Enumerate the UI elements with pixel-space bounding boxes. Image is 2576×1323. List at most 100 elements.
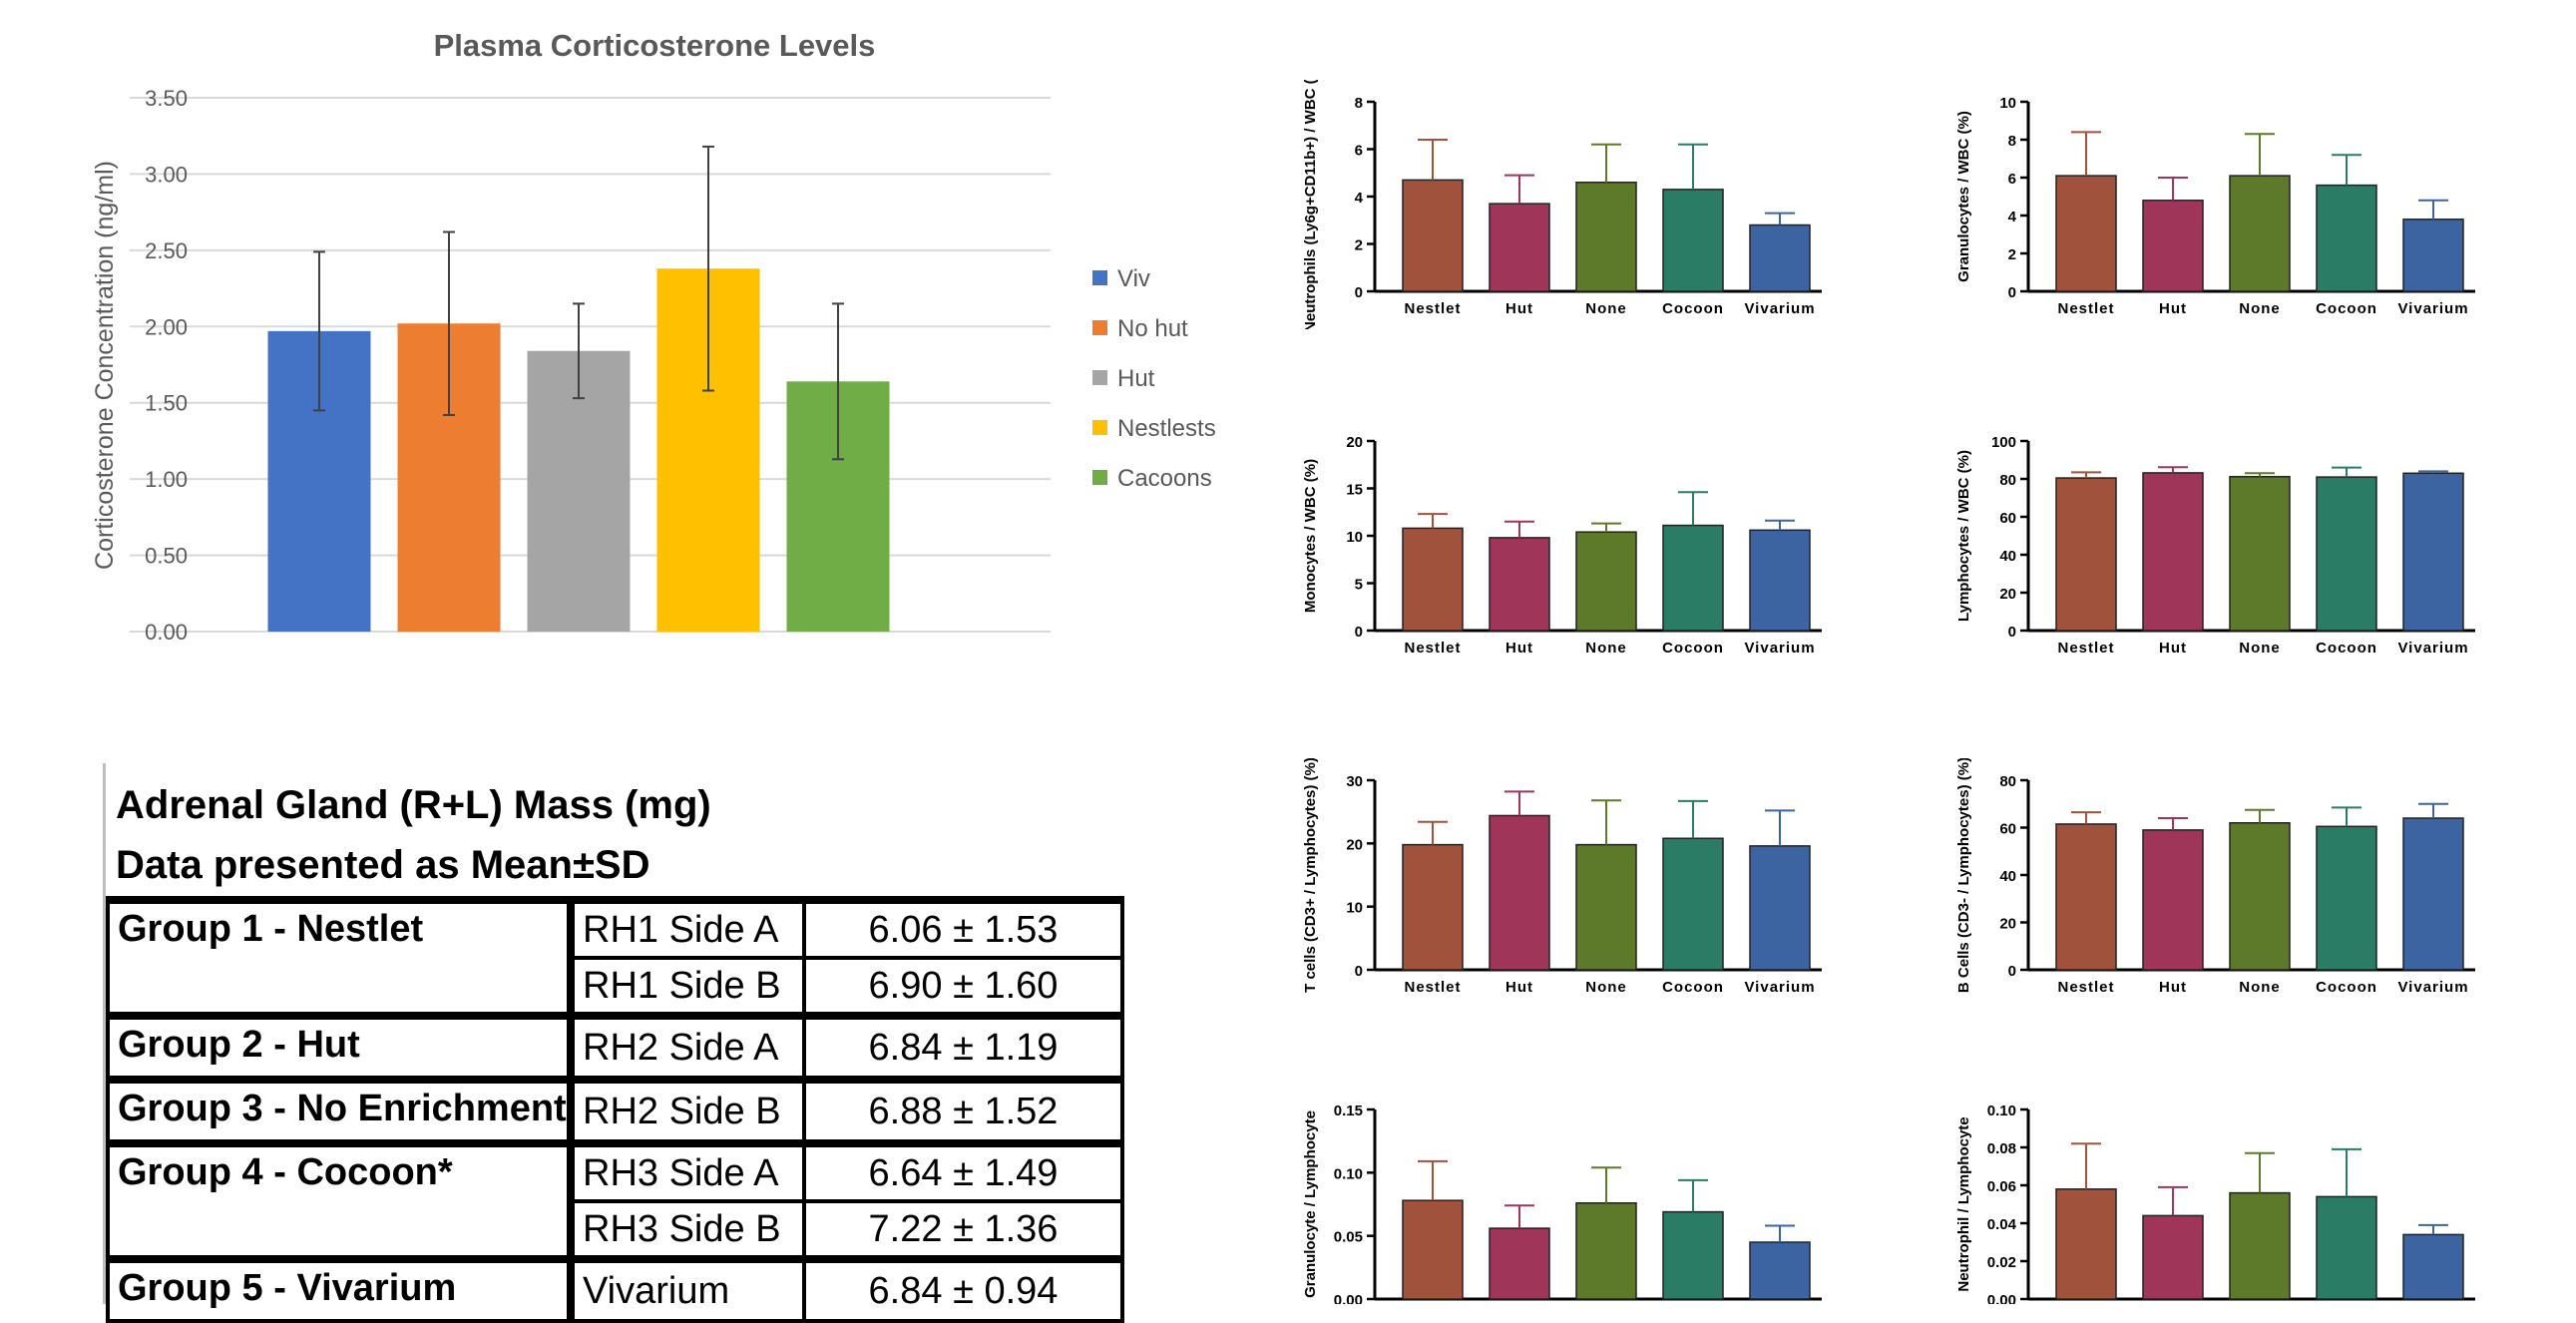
x-tick-label: Hut — [2159, 300, 2187, 317]
x-tick-label: Hut — [1505, 640, 1533, 657]
bar — [1402, 179, 1464, 292]
y-tick-label: 8 — [1355, 95, 1363, 112]
legend-swatch — [1092, 420, 1107, 435]
bar — [2316, 1195, 2377, 1300]
y-tick-label: 0.08 — [1987, 1140, 2016, 1157]
side-cell: Vivarium — [567, 1255, 806, 1323]
y-axis-label: Granulocytes / WBC (%) — [1955, 111, 1972, 282]
value-cell: 6.64 ± 1.49 — [802, 1139, 1124, 1203]
x-tick-label: Vivarium — [2397, 300, 2468, 317]
legend-label: No hut — [1117, 315, 1188, 342]
y-tick-label: 0.02 — [1987, 1254, 2016, 1271]
y-tick-label: 0.06 — [1987, 1178, 2016, 1195]
neutrophils-wbc-chart: 0 2 4 6 8 Neutrophils (Ly6g+CD11b+) / WBC (%)… — [1302, 80, 1822, 329]
y-tick-label: 0.00 — [145, 620, 188, 645]
y-tick-label: 10 — [1999, 95, 2016, 112]
x-tick-label: Nestlet — [2057, 300, 2114, 317]
bar — [2402, 219, 2464, 292]
panel-left-border — [103, 763, 106, 1304]
x-tick-label: Hut — [1505, 300, 1533, 317]
bar — [2402, 1233, 2464, 1300]
granulocytes-wbc-chart: 0 2 4 6 8 10 Granulocytes / WBC (%) Nestlet Hut N… — [1955, 95, 2475, 317]
bar — [1662, 1210, 1724, 1300]
y-tick-label: 5 — [1355, 577, 1363, 594]
y-tick-label: 20 — [1999, 586, 2016, 603]
x-tick-label: Vivarium — [1744, 300, 1815, 317]
y-tick-label: 100 — [1991, 434, 2016, 451]
x-tick-label: Nestlet — [2057, 979, 2114, 996]
x-tick-label: Cocoon — [2316, 979, 2377, 996]
x-tick-label: Hut — [2159, 640, 2187, 657]
bar — [2229, 822, 2291, 971]
bar — [2229, 175, 2291, 292]
legend-label: Hut — [1117, 365, 1155, 392]
value-cell: 6.84 ± 1.19 — [802, 1012, 1124, 1082]
y-tick-label: 20 — [1346, 836, 1363, 853]
y-axis-label: Corticosterone Concentration (ng/ml) — [91, 161, 119, 570]
y-axis-label: Monocytes / WBC (%) — [1302, 459, 1319, 613]
bar — [1662, 524, 1724, 632]
side-cell: RH1 Side A — [567, 896, 806, 960]
y-tick-label: 0 — [1355, 963, 1363, 980]
y-axis-label: Neutrophil / Lymphocyte — [1955, 1116, 1972, 1291]
x-tick-label: Nestlet — [1404, 640, 1461, 657]
x-tick-label: Cocoon — [1662, 640, 1724, 657]
y-tick-label: 0.00 — [1334, 1292, 1363, 1304]
bar — [2142, 829, 2204, 971]
y-tick-label: 0.15 — [1334, 1102, 1363, 1119]
neutrophil-lymphocyte-chart: 0.00 0.02 0.04 0.06 0.08 0.10 Neutrophil / Lym… — [1955, 1102, 2475, 1304]
y-tick-label: 0.10 — [1987, 1102, 2016, 1119]
bar — [2402, 817, 2464, 971]
y-tick-label: 0.00 — [1987, 1292, 2016, 1304]
b-cells-chart: 0 20 40 60 80 B Cells (CD3- / Lymphocytes) (%… — [1955, 758, 2475, 996]
group-name-cell: Group 4 - Cocoon* — [106, 1139, 573, 1261]
bar — [1489, 537, 1550, 632]
x-tick-label: None — [1585, 640, 1627, 657]
y-tick-label: 1.50 — [145, 391, 188, 416]
y-tick-label: 15 — [1346, 482, 1363, 499]
y-tick-label: 0.50 — [145, 544, 188, 569]
side-cell: RH2 Side B — [567, 1076, 806, 1145]
legend-swatch — [1092, 370, 1107, 385]
y-tick-label: 0 — [2008, 963, 2016, 980]
bar — [1489, 1227, 1550, 1300]
bar — [2229, 475, 2291, 632]
x-tick-label: Vivarium — [2397, 640, 2468, 657]
y-tick-label: 0 — [2008, 624, 2016, 641]
side-cell: RH2 Side A — [567, 1012, 806, 1082]
bar — [2055, 823, 2117, 971]
adrenal-mass-table: Group 1 - Nestlet RH1 Side A 6.06 ± 1.53… — [106, 896, 1124, 1323]
x-tick-label: None — [1585, 979, 1627, 996]
bar — [2402, 472, 2464, 632]
table-title: Adrenal Gland (R+L) Mass (mg) — [116, 783, 711, 827]
bar — [1662, 189, 1724, 292]
bar — [1575, 531, 1637, 632]
y-axis-label: B Cells (CD3- / Lymphocytes) (%) — [1955, 758, 1972, 993]
y-tick-label: 0.04 — [1987, 1216, 2017, 1233]
y-tick-label: 0.05 — [1334, 1229, 1363, 1246]
monocytes-wbc-chart: 0 5 10 15 20 Monocytes / WBC (%) Nestlet Hut Non… — [1302, 434, 1822, 657]
lymphocytes-wbc-chart: 0 20 40 60 80 100 Lymphocytes / WBC (%) Nestlet… — [1955, 434, 2475, 657]
x-tick-label: Vivarium — [1744, 979, 1815, 996]
group-name-cell: Group 1 - Nestlet — [106, 896, 573, 1018]
value-cell: 6.88 ± 1.52 — [802, 1076, 1124, 1145]
bar — [1489, 203, 1550, 292]
table-row: Group 5 - Vivarium Vivarium 6.84 ± 0.94 — [106, 1255, 1124, 1323]
x-tick-label: Cocoon — [2316, 300, 2377, 317]
x-tick-label: Hut — [1505, 979, 1533, 996]
y-tick-label: 80 — [1999, 773, 2016, 790]
bar — [1402, 843, 1464, 971]
y-tick-label: 80 — [1999, 472, 2016, 489]
side-cell: RH3 Side B — [567, 1199, 806, 1261]
x-tick-label: Cocoon — [1662, 300, 1724, 317]
y-tick-label: 10 — [1346, 529, 1363, 546]
y-tick-label: 20 — [1999, 916, 2016, 933]
bar — [1662, 837, 1724, 971]
bar — [2142, 1214, 2204, 1300]
y-tick-label: 2 — [2008, 246, 2016, 263]
legend-swatch — [1092, 270, 1107, 285]
y-tick-label: 2.50 — [145, 238, 188, 263]
table-row: Group 1 - Nestlet RH1 Side A 6.06 ± 1.53 — [106, 896, 1124, 1018]
group-name-cell: Group 5 - Vivarium — [106, 1255, 573, 1323]
bar — [1575, 843, 1637, 971]
